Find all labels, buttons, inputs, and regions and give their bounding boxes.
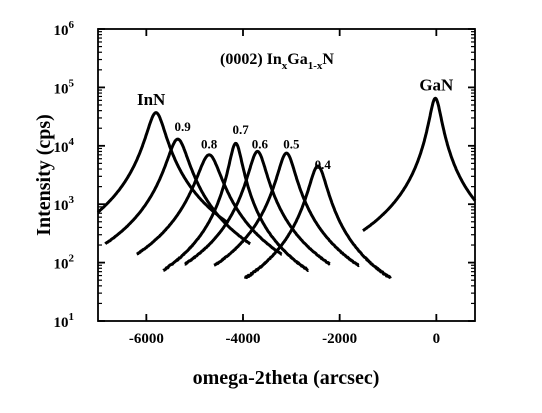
x-tick-label: -4000 xyxy=(226,331,261,347)
peak-label-InN: InN xyxy=(137,90,166,109)
y-tick-label: 105 xyxy=(54,77,75,97)
plot-frame xyxy=(97,28,476,322)
y-tick-label: 102 xyxy=(54,253,75,273)
title-part-n: N xyxy=(322,51,334,68)
series-curve-0_5 xyxy=(213,151,360,268)
series-curve-InN xyxy=(96,111,230,225)
peak-label-0_5: 0.5 xyxy=(283,137,300,152)
chart-title: (0002) InxGa1-xN xyxy=(220,51,334,72)
series-curve-0_6 xyxy=(184,149,331,266)
title-sub-x: x xyxy=(282,60,288,72)
y-tick-label: 101 xyxy=(54,311,75,331)
ticks: -6000 -4000 -2000 0 101 102 103 104 105 106 xyxy=(54,19,475,347)
peak-label-GaN: GaN xyxy=(419,75,454,94)
curves xyxy=(96,96,477,280)
series-curve-0_7 xyxy=(162,141,310,272)
peak-label-0_6: 0.6 xyxy=(252,137,269,152)
series-curve-GaN xyxy=(361,96,477,232)
title-sub-1x: 1-x xyxy=(308,60,323,72)
peak-label-0_4: 0.4 xyxy=(315,157,332,172)
y-tick-label: 103 xyxy=(54,194,75,214)
series-curve-0_4 xyxy=(243,164,392,280)
title-part-in: (0002) In xyxy=(220,51,282,68)
x-tick-label: -6000 xyxy=(129,331,164,347)
x-axis-label: omega-2theta (arcsec) xyxy=(193,367,380,389)
title-part-ga: Ga xyxy=(287,51,307,68)
peak-label-0_8: 0.8 xyxy=(201,137,218,152)
annotations: InN 0.9 0.8 0.70.6 0.5 0.4 GaN xyxy=(137,75,454,172)
y-tick-label: 104 xyxy=(54,136,75,156)
x-tick-label: -2000 xyxy=(322,331,357,347)
x-tick-label: 0 xyxy=(433,331,441,347)
peak-label-0_9: 0.9 xyxy=(174,119,191,134)
series-curve-0_8 xyxy=(135,153,283,256)
peak-label-0_7: 0.7 xyxy=(232,122,249,137)
y-axis-label: Intensity (cps) xyxy=(33,114,55,236)
y-tick-label: 106 xyxy=(54,19,75,39)
